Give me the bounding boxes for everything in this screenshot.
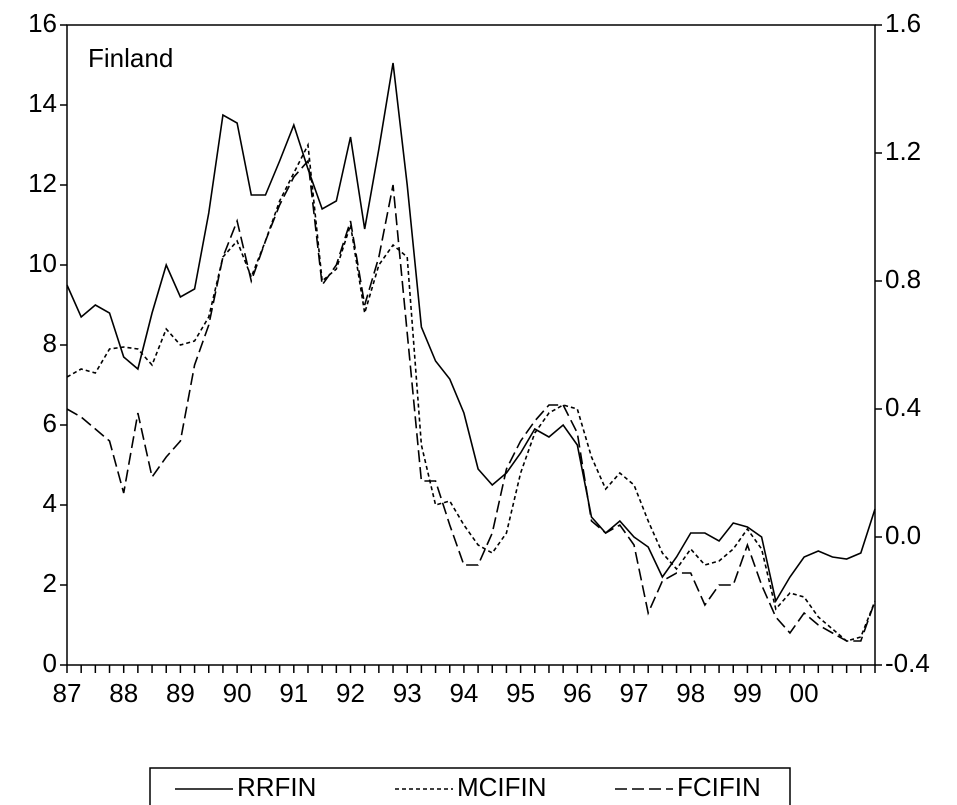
y2-tick-label: 0.0: [885, 520, 921, 550]
y2-tick-label: -0.4: [885, 648, 930, 678]
x-tick-label: 88: [109, 678, 138, 708]
series-line: [66, 142, 876, 642]
y-tick-label: 12: [28, 168, 57, 198]
y-tick-label: 2: [43, 568, 57, 598]
x-tick-label: 91: [279, 678, 308, 708]
y-tick-label: 4: [43, 488, 57, 518]
x-tick-label: 94: [449, 678, 478, 708]
x-tick-label: 96: [563, 678, 592, 708]
y-tick-label: 0: [43, 648, 57, 678]
legend-box: [149, 767, 791, 805]
x-tick-label: 93: [393, 678, 422, 708]
x-tick-label: 87: [53, 678, 82, 708]
annotation: Finland: [88, 43, 173, 73]
x-tick-label: 00: [790, 678, 819, 708]
y2-tick-label: 1.6: [885, 8, 921, 38]
legend-label: FCIFIN: [677, 772, 761, 802]
y2-tick-label: 0.8: [885, 264, 921, 294]
y-tick-label: 16: [28, 8, 57, 38]
legend-label: RRFIN: [237, 772, 316, 802]
x-tick-label: 95: [506, 678, 535, 708]
plot-frame: [66, 24, 876, 666]
legend-label: MCIFIN: [457, 772, 547, 802]
x-tick-label: 97: [620, 678, 649, 708]
x-tick-label: 98: [676, 678, 705, 708]
y2-tick-label: 1.2: [885, 136, 921, 166]
series-line: [66, 62, 876, 604]
x-tick-label: 92: [336, 678, 365, 708]
y-tick-label: 10: [28, 248, 57, 278]
series-line: [66, 159, 876, 642]
x-tick-label: 99: [733, 678, 762, 708]
y-tick-label: 6: [43, 408, 57, 438]
y2-tick-label: 0.4: [885, 392, 921, 422]
y-tick-label: 8: [43, 328, 57, 358]
x-tick-label: 90: [223, 678, 252, 708]
y-tick-label: 14: [28, 88, 57, 118]
x-tick-label: 89: [166, 678, 195, 708]
